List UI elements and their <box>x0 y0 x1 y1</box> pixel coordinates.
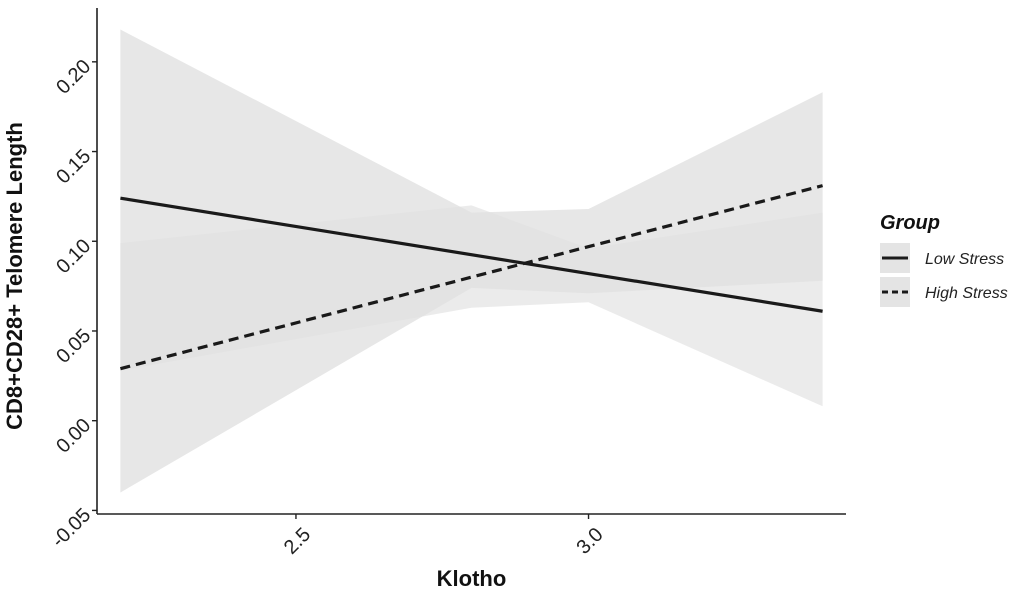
ci-band-high-stress <box>120 29 823 493</box>
y-tick-label: 0.10 <box>52 235 95 278</box>
legend-label: Low Stress <box>925 251 1004 268</box>
y-axis-title: CD8+CD28+ Telomere Length <box>2 122 27 430</box>
legend-title: Group <box>880 212 940 234</box>
y-tick-label: 0.05 <box>52 325 95 368</box>
regression-lines <box>120 184 823 371</box>
x-tick-label: 3.0 <box>572 524 607 559</box>
line-high-stress <box>120 184 823 371</box>
x-axis-title: Klotho <box>437 566 507 591</box>
y-tick-label: 0.15 <box>52 145 95 188</box>
y-tick-label: -0.05 <box>47 504 95 552</box>
legend-label: High Stress <box>925 285 1008 302</box>
confidence-bands <box>120 29 823 493</box>
y-tick-label: 0.00 <box>52 414 95 457</box>
x-tick-label: 2.5 <box>280 524 315 559</box>
y-tick-label: 0.20 <box>52 56 95 99</box>
legend: Group Low Stress High Stress <box>880 212 1008 307</box>
line-low-stress <box>120 196 823 313</box>
